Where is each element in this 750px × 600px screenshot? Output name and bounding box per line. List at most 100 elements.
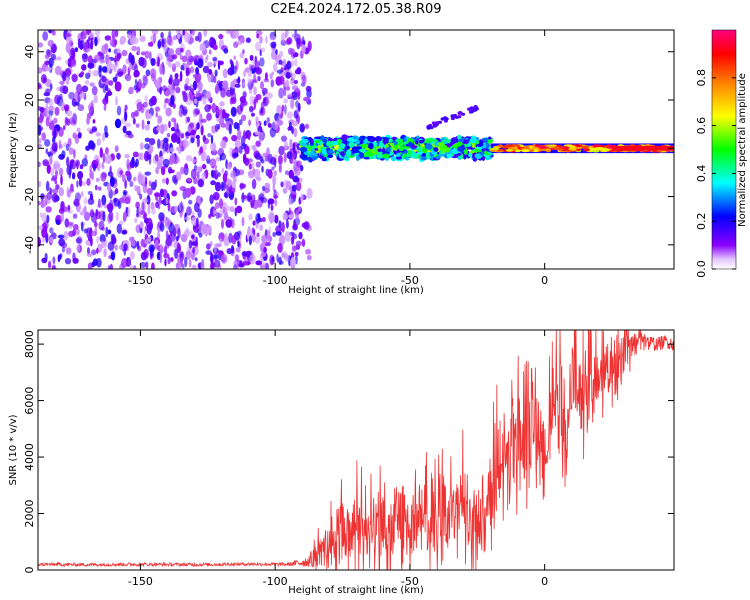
heatmap-noise-cell <box>102 152 106 164</box>
heatmap-noise-cell <box>235 60 239 71</box>
heatmap-noise-cell <box>72 228 77 237</box>
heatmap-noise-cell <box>191 234 195 239</box>
heatmap-noise-cell <box>60 175 63 186</box>
heatmap-noise-cell <box>263 120 267 126</box>
heatmap-noise-cell <box>200 151 208 162</box>
heatmap-noise-cell <box>66 156 70 167</box>
heatmap-noise-cell <box>146 187 153 196</box>
heatmap-noise-cell <box>296 67 302 75</box>
heatmap-noise-cell <box>284 170 289 176</box>
heatmap-noise-cell <box>218 250 223 256</box>
heatmap-noise-cell <box>218 198 224 209</box>
snr-x-tick-label: -150 <box>128 575 153 588</box>
heatmap-noise-cell <box>240 37 245 44</box>
heatmap-band-cell <box>474 140 480 145</box>
heatmap-line-cell <box>503 144 514 148</box>
heatmap-band-cell <box>301 138 309 144</box>
heatmap-noise-cell <box>115 211 119 222</box>
heatmap-band-cell <box>415 140 419 145</box>
heatmap-noise-cell <box>269 156 277 165</box>
heatmap-noise-cell <box>87 190 93 196</box>
heatmap-noise-cell <box>90 236 93 247</box>
heatmap-noise-cell <box>212 191 220 201</box>
heatmap-band-cell <box>439 153 444 157</box>
heatmap-noise-cell <box>130 264 133 269</box>
heatmap-noise-cell <box>214 174 219 180</box>
heatmap-noise-cell <box>220 122 226 128</box>
heatmap-noise-cell <box>121 230 128 235</box>
heatmap-noise-cell <box>290 256 296 267</box>
heatmap-noise-cell <box>284 231 291 243</box>
heatmap-noise-cell <box>150 202 155 210</box>
heatmap-noise-cell <box>148 180 152 187</box>
heatmap-noise-cell <box>163 43 168 53</box>
heatmap-noise-cell <box>48 105 55 111</box>
heatmap-noise-cell <box>176 123 179 134</box>
snr-ticks: -150 -100 -50 0 0 2000 4000 6000 8000 <box>23 330 674 588</box>
heatmap-noise-cell <box>252 220 256 226</box>
heatmap-noise-cell <box>174 73 179 79</box>
heatmap-noise-cell <box>131 45 138 52</box>
heatmap-noise-cell <box>63 230 69 241</box>
heatmap-noise-cell <box>219 155 222 161</box>
heatmap-noise-cell <box>283 140 288 149</box>
heatmap-band-cell <box>398 145 405 152</box>
heatmap-noise-cell <box>183 230 190 236</box>
heatmap-noise-cell <box>197 225 201 230</box>
heatmap-noise-cell <box>267 235 273 243</box>
heatmap-noise-cell <box>154 154 159 162</box>
snr-y-tick-label: 0 <box>23 567 36 574</box>
heatmap-noise-cell <box>191 158 197 164</box>
heatmap-noise-cell <box>58 187 65 197</box>
heatmap-noise-cell <box>201 163 207 170</box>
heatmap-noise-cell <box>65 77 70 85</box>
heatmap-noise-cell <box>132 176 137 182</box>
heatmap-noise-cell <box>219 101 225 107</box>
heatmap-band-cell <box>354 139 360 145</box>
heatmap-noise-cell <box>87 247 90 254</box>
heatmap-noise-cell <box>44 252 48 261</box>
heatmap-noise-cell <box>95 211 102 220</box>
heatmap-noise-cell <box>138 152 144 161</box>
heatmap-noise-cell <box>70 183 74 192</box>
heatmap-noise-cell <box>225 219 233 228</box>
heatmap-noise-cell <box>144 95 148 103</box>
heatmap-noise-cell <box>108 80 114 86</box>
heatmap-noise-cell <box>277 155 283 165</box>
heatmap-noise-cell <box>91 85 98 96</box>
heatmap-noise-cell <box>185 131 190 140</box>
heatmap-noise-cell <box>299 164 304 172</box>
heatmap-noise-cell <box>58 139 62 150</box>
heatmap-noise-cell <box>293 127 298 138</box>
heatmap-noise-cell <box>247 69 253 78</box>
heatmap-noise-cell <box>99 59 106 64</box>
heatmap-noise-cell <box>42 159 49 167</box>
heatmap-noise-cell <box>136 240 140 250</box>
heatmap-noise-cell <box>277 242 283 253</box>
heatmap-noise-cell <box>135 224 141 234</box>
spectrogram-x-tick-label: 0 <box>541 274 548 287</box>
heatmap-noise-cell <box>238 262 245 268</box>
heatmap-noise-cell <box>165 177 169 185</box>
heatmap-noise-cell <box>285 72 291 79</box>
heatmap-noise-cell <box>232 175 237 184</box>
heatmap-noise-cell <box>72 257 79 264</box>
heatmap-noise-cell <box>262 216 266 223</box>
heatmap-noise-cell <box>168 120 171 129</box>
heatmap-noise-cell <box>80 71 85 76</box>
heatmap-noise-cell <box>59 253 62 260</box>
heatmap-noise-cell <box>107 90 112 96</box>
heatmap-noise-cell <box>70 47 76 56</box>
heatmap-band-cell <box>456 146 465 152</box>
heatmap-noise-cell <box>134 64 138 73</box>
heatmap-noise-cell <box>149 51 152 61</box>
heatmap-noise-cell <box>142 183 148 194</box>
heatmap-noise-cell <box>216 108 221 116</box>
heatmap-line-cell <box>521 149 530 153</box>
heatmap-noise-cell <box>223 213 229 221</box>
heatmap-noise-cell <box>247 77 253 84</box>
heatmap-noise-cell <box>230 170 237 178</box>
heatmap-line-cell <box>547 144 557 148</box>
heatmap-noise-cell <box>214 164 218 170</box>
heatmap-noise-cell <box>66 109 73 117</box>
